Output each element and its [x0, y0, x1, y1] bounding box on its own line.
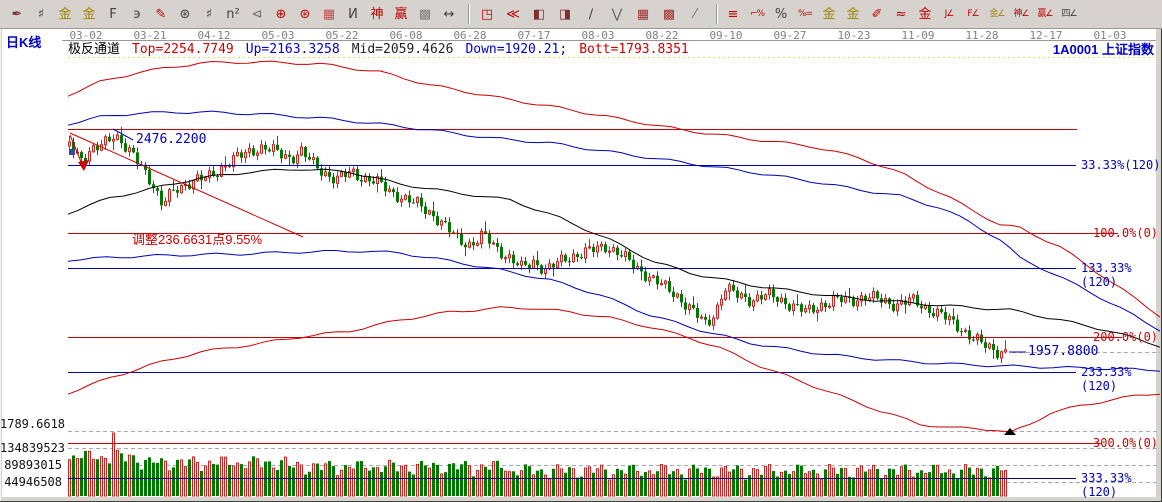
- date-tick-label: 06-08: [389, 29, 423, 42]
- gridbox-tool[interactable]: ▦: [322, 6, 336, 22]
- arrows-tool[interactable]: ↔: [443, 6, 455, 22]
- date-tick-label: 05-03: [261, 29, 295, 42]
- channel-level-label: 300.0%(0): [1093, 436, 1159, 450]
- ruler-tool[interactable]: ♯: [37, 6, 45, 22]
- gold-grid2-tool[interactable]: 金: [82, 6, 96, 22]
- pct-ruler-tool[interactable]: ⌐%: [749, 8, 765, 19]
- channel-level-label: 133.33%(120): [1081, 261, 1132, 289]
- grid-red-tool[interactable]: ▦: [636, 6, 650, 22]
- date-tick-label: 03-02: [69, 29, 103, 42]
- date-tick-label: 04-12: [197, 29, 231, 42]
- crosshair-tool[interactable]: ⊕: [275, 6, 287, 22]
- f-angle-tool[interactable]: F∠: [967, 8, 979, 19]
- scale-value: 1789.6618: [0, 417, 66, 431]
- flag-tool[interactable]: ⊲: [251, 6, 263, 22]
- indicator-value: Top=2254.7749: [132, 42, 234, 57]
- date-tick-label: 08-22: [645, 29, 679, 42]
- coin-line-tool[interactable]: 金: [918, 6, 932, 22]
- date-tick-label: 09-27: [773, 29, 807, 42]
- last-price-annotation: 1957.8800: [1028, 344, 1099, 359]
- si-angle-tool[interactable]: 四∠: [1061, 8, 1077, 19]
- chart-background: [2, 29, 1156, 497]
- quote-tool[interactable]: И: [348, 6, 358, 22]
- f-grid-tool[interactable]: F: [109, 6, 117, 22]
- ying-tool[interactable]: 赢: [394, 6, 408, 22]
- channel-level-label: 333.33%(120): [1081, 471, 1132, 499]
- wave-tool[interactable]: ≈: [895, 6, 907, 22]
- ruler2-tool[interactable]: ♯: [205, 6, 213, 22]
- date-tick-label: 07-17: [517, 29, 551, 42]
- n2-tool[interactable]: n²: [226, 6, 240, 22]
- rect-snap-tool[interactable]: ◳: [480, 6, 494, 22]
- date-tick-label: 11-09: [901, 29, 935, 42]
- channel-level-label: 200.0%(0): [1093, 330, 1159, 344]
- rays-tool[interactable]: ≪: [506, 6, 520, 22]
- period-label[interactable]: 日K线: [6, 35, 42, 50]
- toolbar-separator: [468, 4, 470, 24]
- coin-lines-tool[interactable]: 金: [846, 6, 860, 22]
- channel-level-label: 33.33%(120): [1081, 158, 1161, 172]
- date-tick-label: 08-03: [581, 29, 615, 42]
- gold-angle-tool[interactable]: 金∠: [989, 8, 1005, 19]
- channel-level-label: 233.33%(120): [1081, 365, 1132, 393]
- scale-value: 134839523: [0, 441, 66, 455]
- date-tick-label: 09-10: [709, 29, 743, 42]
- scale-value: 89893015: [4, 458, 62, 472]
- toolbar-separator: [716, 4, 718, 24]
- adjustment-annotation: 调整236.6631点9.55%: [132, 232, 263, 247]
- indicator-value: Up=2163.3258: [245, 42, 340, 57]
- globe-tool[interactable]: ⊛: [179, 6, 191, 22]
- zigzag-tool[interactable]: ⋁: [611, 6, 623, 22]
- date-tick-label: 11-28: [965, 29, 999, 42]
- scale-value: 44946508: [4, 475, 62, 489]
- hatch-tool[interactable]: ⁄: [693, 6, 697, 22]
- gold-grid-tool[interactable]: 金: [58, 6, 72, 22]
- pen-tool[interactable]: ✒: [11, 6, 23, 22]
- indicator-value: Bott=1793.8351: [579, 42, 689, 57]
- coin-tool[interactable]: 金: [822, 6, 836, 22]
- coil-tool[interactable]: ϶: [133, 6, 141, 22]
- date-tick-label: 01-03: [1093, 29, 1127, 42]
- peak-price-annotation: 2476.2200: [136, 132, 207, 147]
- ying-angle-tool[interactable]: 赢∠: [1037, 8, 1053, 19]
- indicator-value: 极反通道: [68, 42, 121, 57]
- j-angle-tool[interactable]: J∠: [944, 8, 955, 19]
- pct-line-tool[interactable]: %=: [797, 8, 813, 19]
- indicator-value: Down=1920.21;: [465, 42, 568, 57]
- toolbar: ✒ ♯ 金金 F ϶ ✎ ⊛ ♯ n² ⊲ ⊕ ⊛ ▦ И 神赢 ▩ ↔ ◳ ≪ ◧ ◨ ∕ ⋁ ▦ ▩ ⁄ ≡ ⌐%% %= 金金 ✐ ≈ 金…: [0, 0, 1162, 29]
- date-tick-label: 03-21: [133, 29, 167, 42]
- indicator-readout: 极反通道 Top=2254.7749 Up=2163.3258 Mid=2059.46…: [68, 42, 689, 57]
- shen-angle-tool[interactable]: 神∠: [1013, 8, 1029, 19]
- channel-level-label: 100.0%(0): [1093, 226, 1159, 240]
- symbol-label[interactable]: 1A0001 上证指数: [1052, 42, 1154, 57]
- date-tick-label: 06-28: [453, 29, 487, 42]
- gann-box-tool[interactable]: ◧: [532, 6, 546, 22]
- pen-red-tool[interactable]: ✎: [155, 6, 167, 22]
- bars-tool[interactable]: ≡: [727, 6, 739, 22]
- date-tick-label: 12-17: [1029, 29, 1063, 42]
- date-tick-label: 05-22: [325, 29, 359, 42]
- grid-red2-tool[interactable]: ▩: [662, 6, 676, 22]
- dotgrid-tool[interactable]: ▩: [418, 6, 432, 22]
- indicator-value: Mid=2059.4626: [351, 42, 454, 57]
- percent-tool[interactable]: %: [774, 6, 788, 22]
- trend-lines-tool[interactable]: ∕: [588, 6, 594, 22]
- pen2-tool[interactable]: ✐: [871, 6, 883, 22]
- gann-grid-tool[interactable]: ◨: [558, 6, 572, 22]
- date-tick-label: 10-23: [837, 29, 871, 42]
- starburst-tool[interactable]: ⊛: [299, 6, 311, 22]
- shen-tool[interactable]: 神: [370, 6, 384, 22]
